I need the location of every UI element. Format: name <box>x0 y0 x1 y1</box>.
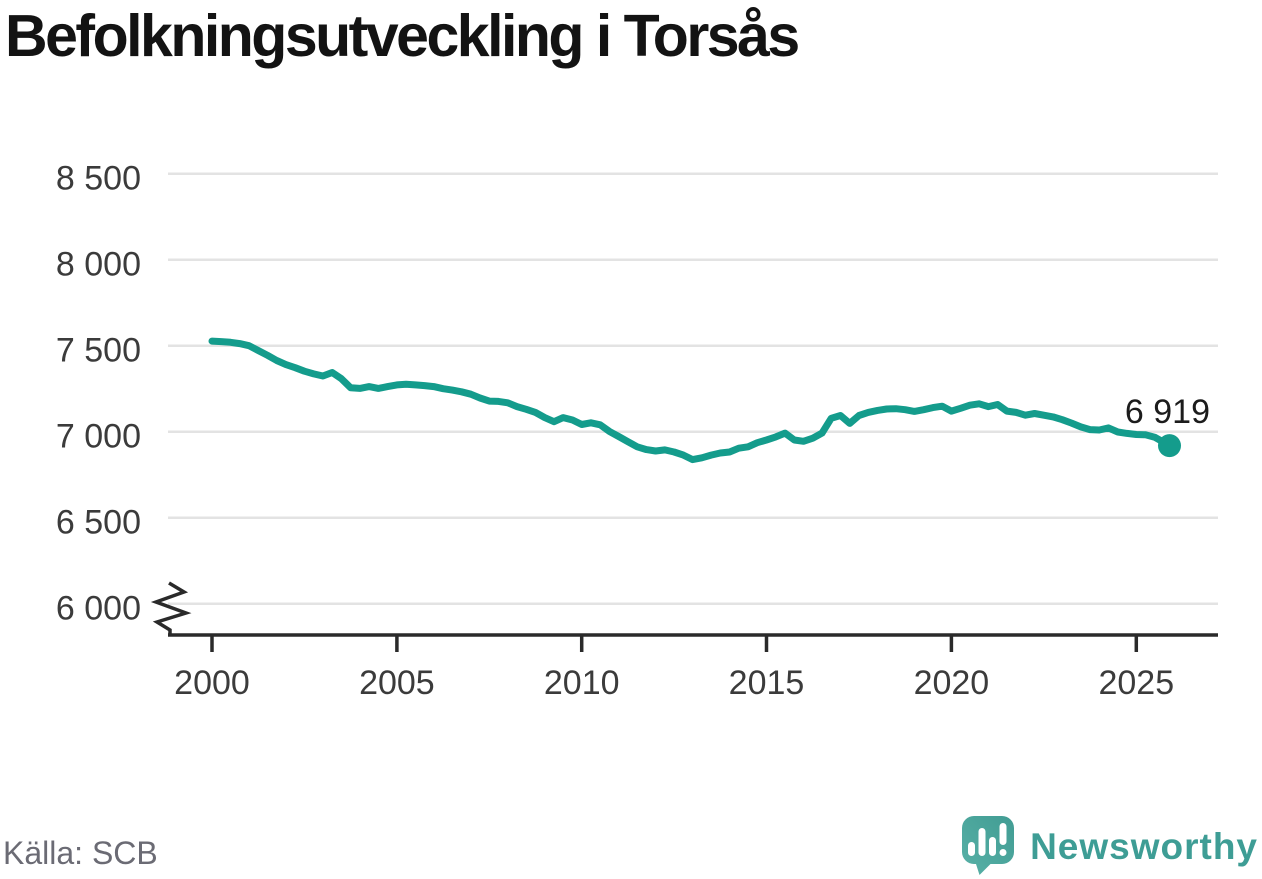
chart-bars-icon <box>968 828 997 856</box>
y-tick-label-8500: 8 500 <box>56 160 141 198</box>
newsworthy-logo[interactable]: Newsworthy <box>962 816 1258 876</box>
y-tick-label-8000: 8 000 <box>56 246 141 284</box>
end-point-dot <box>1158 434 1181 458</box>
newsworthy-logo-icon <box>962 816 1015 875</box>
x-tick-label-2015: 2015 <box>729 664 805 702</box>
newsworthy-logo-text: Newsworthy <box>1030 825 1258 867</box>
x-tick-label-2025: 2025 <box>1098 664 1174 702</box>
population-line-series <box>208 337 1173 464</box>
source-label: Källa: SCB <box>3 835 158 871</box>
y-tick-label-7000: 7 000 <box>56 418 141 456</box>
y-axis-labels: 8 500 8 000 7 500 7 000 6 500 6 000 <box>56 160 141 628</box>
y-tick-label-6500: 6 500 <box>56 504 141 542</box>
x-tick-label-2000: 2000 <box>174 664 250 702</box>
x-tick-label-2010: 2010 <box>544 664 620 702</box>
y-tick-label-6000: 6 000 <box>56 590 141 628</box>
x-tick-label-2020: 2020 <box>914 664 990 702</box>
end-value-label: 6 919 <box>1125 393 1210 431</box>
gridlines <box>168 172 1218 605</box>
y-tick-label-7500: 7 500 <box>56 332 141 370</box>
y-axis-break-icon <box>150 581 192 636</box>
page-title: Befolkningsutveckling i Torsås <box>5 3 800 69</box>
x-tick-label-2005: 2005 <box>359 664 435 702</box>
x-axis-labels: 2000 2005 2010 2015 2020 2025 <box>174 664 1174 702</box>
exclamation-icon <box>999 823 1007 856</box>
x-axis <box>150 581 1218 652</box>
